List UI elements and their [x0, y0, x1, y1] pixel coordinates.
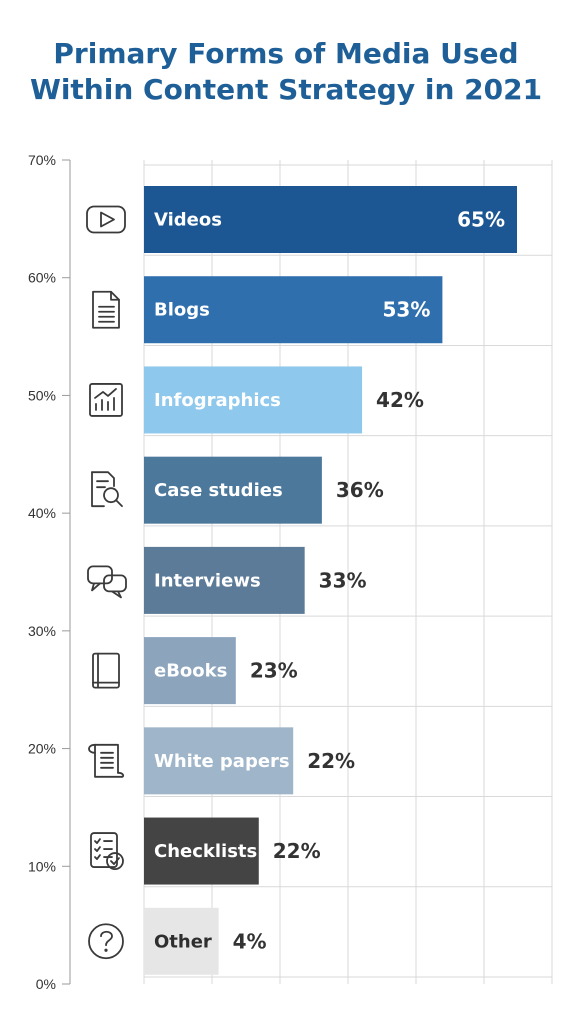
bar-value-label: 22% — [307, 749, 355, 773]
bar-1 — [144, 276, 443, 344]
bar-category-label: eBooks — [154, 661, 227, 682]
bar-value-label: 53% — [383, 298, 431, 322]
bar-value-label: 23% — [250, 659, 298, 683]
y-tick-label: 10% — [28, 858, 56, 874]
y-tick-label: 0% — [36, 976, 56, 992]
bar-category-label: Infographics — [154, 390, 281, 411]
checklist-icon — [90, 832, 124, 870]
bar-value-label: 4% — [233, 929, 267, 953]
y-tick-label: 50% — [28, 387, 56, 403]
question-icon — [88, 923, 124, 960]
book-icon — [92, 652, 120, 689]
y-tick-label: 30% — [28, 623, 56, 639]
chat-bubbles-icon — [87, 565, 127, 599]
bar-value-label: 22% — [273, 839, 321, 863]
bar-category-label: Case studies — [154, 480, 283, 501]
bar-value-label: 42% — [376, 388, 424, 412]
y-tick-label: 70% — [28, 152, 56, 168]
chart-title-line-2: Within Content Strategy in 2021 — [29, 73, 543, 106]
bar-value-label: 36% — [336, 478, 384, 502]
bar-category-label: Videos — [154, 210, 222, 231]
bar-5 — [144, 637, 236, 705]
document-icon — [92, 290, 120, 329]
video-play-icon — [86, 205, 126, 234]
bar-category-label: White papers — [154, 751, 290, 772]
bar-8 — [144, 907, 219, 975]
bar-7 — [144, 817, 259, 885]
bar-4 — [144, 546, 305, 614]
infographic-chart-icon — [89, 383, 123, 417]
bar-value-label: 33% — [319, 568, 367, 592]
case-study-search-icon — [91, 471, 123, 508]
chart-title: Primary Forms of Media Used Within Conte… — [0, 36, 572, 108]
y-tick-label: 20% — [28, 741, 56, 757]
bar-category-label: Blogs — [154, 300, 210, 321]
scroll-icon — [88, 743, 125, 778]
chart-title-line-1: Primary Forms of Media Used — [53, 37, 519, 70]
bar-category-label: Checklists — [154, 841, 257, 862]
y-tick-label: 40% — [28, 505, 56, 521]
bar-category-label: Interviews — [154, 570, 261, 591]
bar-2 — [144, 366, 363, 434]
y-tick-label: 60% — [28, 270, 56, 286]
bar-6 — [144, 727, 294, 795]
bar-0 — [144, 186, 517, 253]
bar-value-label: 65% — [457, 208, 505, 232]
bar-category-label: Other — [154, 931, 212, 952]
bar-3 — [144, 456, 322, 524]
